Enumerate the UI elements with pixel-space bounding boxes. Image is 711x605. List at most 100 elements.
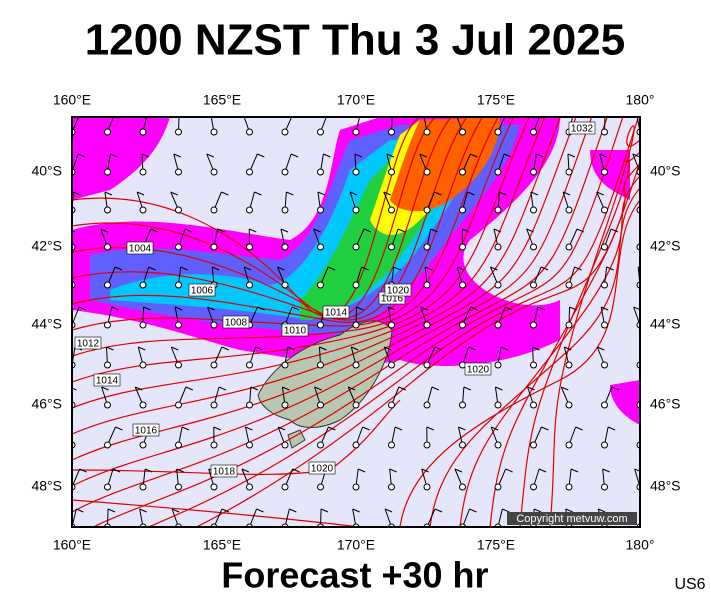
station — [353, 484, 359, 490]
station — [424, 484, 430, 490]
station — [176, 402, 182, 408]
station — [389, 484, 395, 490]
station — [105, 244, 111, 250]
station — [176, 169, 182, 175]
station — [495, 207, 501, 213]
station — [424, 362, 430, 368]
station — [531, 362, 537, 368]
isobar-label: 1014 — [96, 376, 119, 387]
station — [105, 169, 111, 175]
station — [176, 484, 182, 490]
station — [495, 402, 501, 408]
station — [318, 484, 324, 490]
station — [602, 282, 608, 288]
station — [140, 484, 146, 490]
station — [247, 484, 253, 490]
station — [247, 362, 253, 368]
station — [140, 129, 146, 135]
station — [566, 322, 572, 328]
station — [495, 244, 501, 250]
station — [140, 322, 146, 328]
station — [282, 402, 288, 408]
lat-label: 42°S — [650, 238, 681, 254]
lat-label: 48°S — [650, 478, 681, 494]
station — [247, 244, 253, 250]
lon-label: 160°E — [53, 92, 91, 108]
station — [247, 129, 253, 135]
station — [424, 129, 430, 135]
station — [211, 169, 217, 175]
station — [105, 282, 111, 288]
lon-label: 180° — [626, 92, 655, 108]
isobar-label: 1018 — [213, 467, 236, 478]
station — [566, 282, 572, 288]
station — [531, 402, 537, 408]
station — [318, 207, 324, 213]
station — [105, 402, 111, 408]
lon-label: 175°E — [477, 92, 515, 108]
lat-label: 44°S — [31, 316, 62, 332]
station — [424, 282, 430, 288]
station — [353, 402, 359, 408]
isobar-label: 1020 — [311, 464, 334, 475]
station — [318, 322, 324, 328]
station — [318, 244, 324, 250]
station — [211, 484, 217, 490]
station — [105, 484, 111, 490]
station — [566, 484, 572, 490]
isobar-label: 1006 — [191, 286, 214, 297]
isobar-label: 1012 — [77, 339, 100, 350]
station — [140, 282, 146, 288]
lon-label: 170°E — [337, 92, 375, 108]
station — [353, 362, 359, 368]
station — [282, 362, 288, 368]
station — [460, 484, 466, 490]
station — [424, 207, 430, 213]
station — [531, 129, 537, 135]
isobar-label: 1016 — [135, 426, 158, 437]
station — [389, 129, 395, 135]
station — [282, 129, 288, 135]
station — [495, 322, 501, 328]
station — [140, 207, 146, 213]
station — [282, 442, 288, 448]
station — [602, 402, 608, 408]
isobar-label: 1020 — [387, 286, 410, 297]
station — [495, 129, 501, 135]
station — [105, 322, 111, 328]
station — [389, 207, 395, 213]
lat-label: 42°S — [31, 238, 62, 254]
station — [211, 442, 217, 448]
station — [566, 362, 572, 368]
lat-label: 46°S — [31, 396, 62, 412]
station — [211, 129, 217, 135]
station — [176, 244, 182, 250]
station — [282, 169, 288, 175]
station — [460, 442, 466, 448]
station — [389, 402, 395, 408]
station — [318, 402, 324, 408]
station — [211, 322, 217, 328]
station — [353, 282, 359, 288]
copyright: Copyright metvuw.com — [516, 513, 627, 525]
lat-label: 48°S — [31, 478, 62, 494]
station — [531, 484, 537, 490]
station — [389, 244, 395, 250]
station — [531, 442, 537, 448]
station — [424, 442, 430, 448]
station — [602, 442, 608, 448]
isobar-label: 1010 — [284, 326, 307, 337]
isobar-label: 1020 — [467, 365, 490, 376]
isobar-label: 1014 — [325, 308, 348, 319]
station — [566, 244, 572, 250]
station — [247, 402, 253, 408]
lon-label: 160°E — [53, 537, 91, 553]
station — [176, 442, 182, 448]
station — [389, 169, 395, 175]
station — [211, 207, 217, 213]
station — [602, 244, 608, 250]
lat-label: 40°S — [650, 163, 681, 179]
station — [602, 362, 608, 368]
station — [424, 402, 430, 408]
